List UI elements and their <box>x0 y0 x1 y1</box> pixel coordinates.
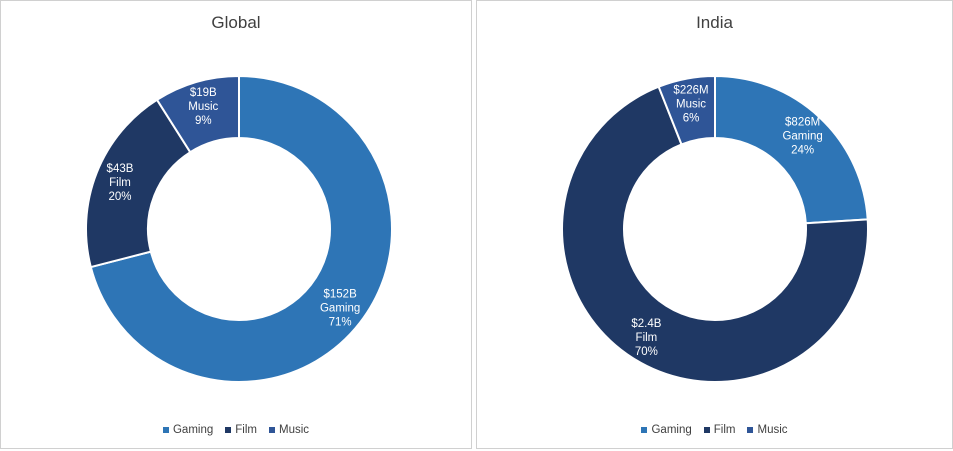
legend-swatch-film <box>703 427 710 433</box>
data-label-amount-gaming: $826M <box>785 117 820 129</box>
data-label-percent-gaming: 71% <box>329 316 352 328</box>
data-label-category-music: Music <box>676 98 706 110</box>
data-label-category-film: Film <box>636 332 658 344</box>
legend-label-gaming: Gaming <box>172 424 214 436</box>
data-label-amount-film: $43B <box>107 163 134 175</box>
donut-chart-global: $152B Gaming 71% $43B Film 20% $19B Music 9% <box>85 74 393 383</box>
legend-label-film: Film <box>713 424 736 436</box>
legend-label-music: Music <box>757 424 788 436</box>
legend-item-music: Music <box>747 424 788 436</box>
chart-panel-india: India $826M Gaming 24% $2.4B Film 70% $226M Mus… <box>476 0 953 449</box>
legend: Gaming Film Music <box>1 424 471 436</box>
data-label-percent-film: 20% <box>108 191 131 203</box>
data-label-amount-music: $19B <box>190 87 217 99</box>
legend: Gaming Film Music <box>477 424 952 436</box>
legend-swatch-music <box>747 427 754 433</box>
data-label-category-gaming: Gaming <box>320 302 360 314</box>
legend-item-gaming: Gaming <box>641 424 692 436</box>
chart-title: India <box>696 13 733 32</box>
data-label-amount-film: $2.4B <box>631 318 661 330</box>
slice-music <box>155 74 240 154</box>
slice-gaming <box>89 74 393 383</box>
slice-gaming <box>714 74 869 225</box>
data-label-amount-music: $226M <box>673 84 708 96</box>
data-label-percent-gaming: 24% <box>791 145 814 157</box>
data-label-percent-music: 6% <box>683 112 700 124</box>
data-label-amount-gaming: $152B <box>324 288 358 300</box>
legend-item-gaming: Gaming <box>162 424 214 436</box>
donut-chart-india: $826M Gaming 24% $2.4B Film 70% $226M Music 6% <box>561 74 869 383</box>
slice-film <box>561 85 869 383</box>
legend-label-gaming: Gaming <box>651 424 692 436</box>
data-label-category-music: Music <box>188 101 218 113</box>
legend-swatch-gaming <box>641 427 648 433</box>
chart-title: Global <box>211 13 261 32</box>
chart-panel-global: Global $152B Gaming 71% $43B Film 20% $19B Musi… <box>0 0 472 449</box>
legend-item-film: Film <box>703 424 736 436</box>
legend-swatch-music <box>268 427 275 433</box>
data-label-category-film: Film <box>109 177 131 189</box>
data-label-category-gaming: Gaming <box>782 131 822 143</box>
legend-swatch-gaming <box>162 427 169 433</box>
slice-music <box>657 74 716 146</box>
legend-item-film: Film <box>225 424 257 436</box>
data-label-percent-music: 9% <box>195 115 212 127</box>
legend-label-music: Music <box>278 424 310 436</box>
legend-swatch-film <box>225 427 232 433</box>
legend-item-music: Music <box>268 424 310 436</box>
data-label-percent-film: 70% <box>635 346 658 358</box>
legend-label-film: Film <box>235 424 257 436</box>
